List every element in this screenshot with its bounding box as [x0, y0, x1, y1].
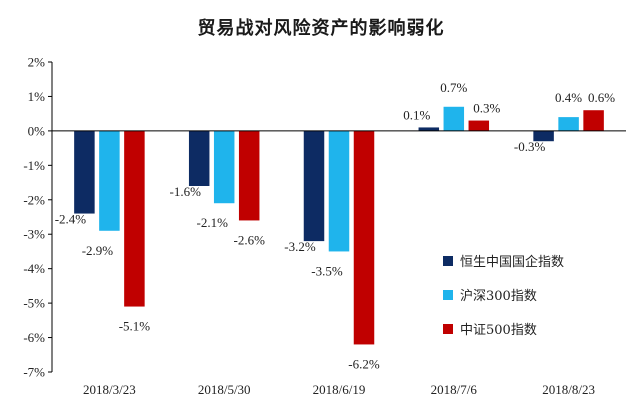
x-axis: 2018/3/23 2018/5/30 2018/6/19 2018/7/6 2018/…: [52, 130, 626, 397]
y-tick-label: -6%: [23, 330, 45, 345]
legend-swatch: [443, 290, 453, 300]
bar: [583, 110, 604, 131]
y-tick-label: -4%: [23, 261, 45, 276]
bar: [188, 130, 210, 186]
data-label: -5.1%: [119, 319, 151, 334]
data-label: -2.6%: [233, 232, 265, 247]
x-category-label: 2018/5/30: [198, 382, 251, 397]
x-category-label: 2018/7/6: [431, 382, 478, 397]
y-tick-label: -1%: [23, 158, 45, 173]
bar: [328, 130, 350, 252]
y-tick-label: -7%: [23, 365, 45, 380]
data-label: 0.4%: [555, 90, 582, 105]
data-label: -2.1%: [196, 215, 228, 230]
x-category-label: 2018/3/23: [83, 382, 136, 397]
data-label: -2.9%: [82, 243, 114, 258]
bar: [533, 130, 554, 142]
bar: [213, 130, 235, 204]
data-label: -3.2%: [284, 239, 316, 254]
y-tick-label: -5%: [23, 296, 45, 311]
data-label: 0.3%: [473, 101, 500, 116]
bar: [99, 130, 120, 231]
bar: [443, 106, 465, 131]
bar: [418, 127, 440, 131]
data-label: -2.4%: [55, 212, 87, 227]
x-category-label: 2018/6/19: [313, 382, 366, 397]
y-tick-label: -2%: [23, 192, 45, 207]
y-tick-label: 2%: [28, 55, 46, 70]
y-tick-label: 0%: [28, 123, 46, 138]
data-label: -1.6%: [169, 184, 201, 199]
bar: [124, 130, 145, 307]
data-labels: -2.4% -1.6% -3.2% 0.1% -0.3% -2.9% -2.1% -3.5% 0…: [55, 80, 616, 372]
data-label: 0.1%: [403, 107, 430, 122]
legend-label: 中证500指数: [460, 323, 537, 338]
bar: [238, 130, 260, 221]
data-label: 0.6%: [588, 90, 615, 105]
bar: [558, 117, 579, 131]
y-tick-label: 1%: [28, 89, 46, 104]
data-label: -6.2%: [348, 356, 380, 371]
bar: [74, 130, 95, 214]
data-label: -0.3%: [514, 139, 546, 154]
y-axis: 2% 1% 0% -1% -2% -3% -4% -5% -6% -7%: [23, 55, 53, 380]
legend-swatch: [443, 324, 453, 334]
legend-label: 沪深300指数: [460, 288, 537, 304]
legend-label: 恒生中国国企指数: [460, 254, 564, 270]
bar: [353, 130, 375, 345]
bars: [74, 106, 604, 345]
y-tick-label: -3%: [23, 227, 45, 242]
x-category-label: 2018/8/23: [542, 382, 595, 397]
data-label: 0.7%: [440, 80, 467, 95]
chart-title: 贸易战对风险资产的影响弱化: [198, 17, 445, 39]
bar: [468, 120, 490, 131]
legend-swatch: [443, 256, 453, 266]
bar: [303, 130, 325, 242]
data-label: -3.5%: [311, 263, 343, 278]
